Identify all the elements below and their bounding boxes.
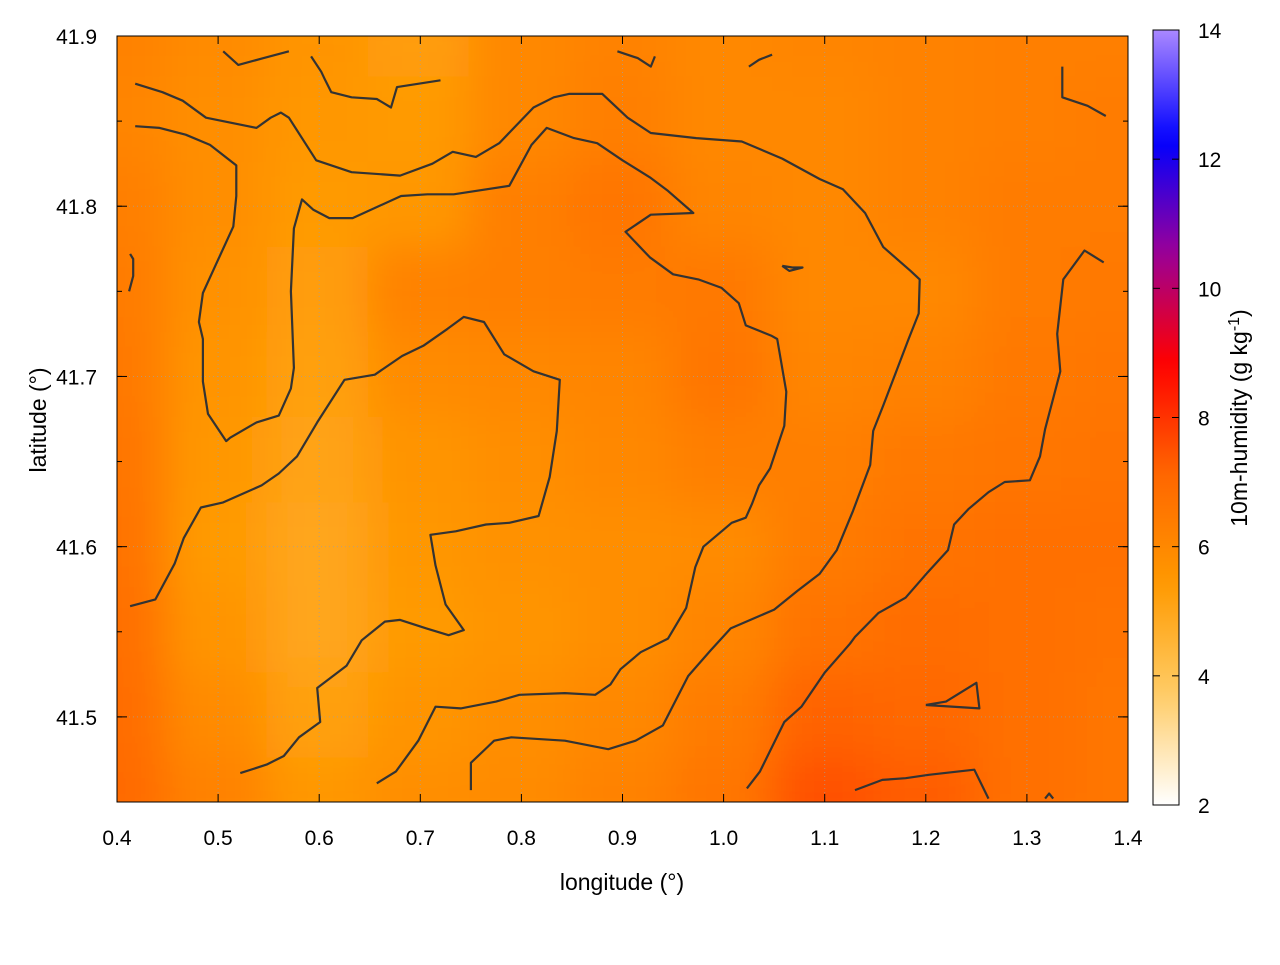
colorbar-tick-label: 10: [1198, 278, 1221, 301]
heatmap-cell: [671, 417, 777, 507]
heatmap-cell: [266, 161, 372, 251]
colorbar-label-main: 10m-humidity (g kg: [1226, 331, 1252, 527]
contour-line-1: [134, 82, 921, 791]
contour-line-5: [222, 50, 290, 67]
y-tick-label: 41.6: [56, 537, 97, 560]
x-tick-label: 1.3: [1012, 827, 1041, 850]
heatmap-cell: [117, 246, 170, 336]
contour-line-13: [854, 768, 990, 800]
contour-line-6: [310, 55, 441, 109]
colorbar-tick-label: 8: [1198, 408, 1210, 431]
heatmap-cell: [974, 502, 1080, 592]
heatmap-cell: [165, 587, 271, 677]
heatmap-cell: [266, 587, 372, 677]
x-tick-label: 0.7: [406, 827, 435, 850]
y-tick-label: 41.5: [56, 707, 97, 730]
x-tick-label: 1.1: [810, 827, 839, 850]
contour-line-4: [746, 249, 1105, 790]
contour-line-12: [925, 681, 981, 710]
colorbar: 2 4 6 8 10 12 14 10m-humidity (g kg-1): [1152, 20, 1253, 818]
y-tick-label: 41.8: [56, 196, 97, 219]
heatmap-cell: [1075, 76, 1128, 166]
heatmap-cell: [873, 587, 979, 677]
heatmap-cell: [367, 587, 473, 677]
colorbar-tick-label: 12: [1198, 149, 1221, 172]
heatmap-cell: [671, 502, 777, 592]
heatmap-field: [117, 36, 1128, 802]
heatmap-cell: [1075, 757, 1128, 802]
x-tick-label: 0.5: [203, 827, 232, 850]
x-axis-label: longitude (°): [560, 869, 684, 895]
heatmap-cell: [569, 76, 676, 166]
heatmap-cell: [974, 161, 1080, 251]
contour-line-14: [1044, 792, 1055, 800]
x-tick-label: 0.9: [608, 827, 637, 850]
heatmap-cell: [117, 757, 170, 802]
contour-line-3: [129, 315, 561, 775]
y-axis-label: latitude (°): [25, 367, 51, 472]
y-tick-label: 41.9: [56, 26, 97, 49]
heatmap-cell: [266, 76, 372, 166]
heatmap-cell: [569, 417, 676, 507]
heatmap-cell: [1075, 417, 1128, 507]
colorbar-label: 10m-humidity (g kg-1): [1226, 309, 1253, 526]
heatmap-cell: [468, 246, 574, 336]
heatmap-cell: [266, 417, 372, 507]
heatmap-cell: [772, 76, 878, 166]
heatmap-cell: [117, 417, 170, 507]
x-tick-label: 0.4: [102, 827, 132, 850]
contour-line-2: [135, 125, 788, 785]
heatmap-cell: [468, 587, 574, 677]
contour-line-8: [748, 53, 773, 68]
heatmap-cell: [873, 76, 979, 166]
heatmap-cell: [165, 417, 271, 507]
colorbar-tick-label: 4: [1198, 666, 1210, 689]
heatmap-cell: [873, 246, 979, 336]
contour-line-10: [128, 253, 135, 292]
heatmap-cell: [266, 502, 372, 592]
heatmap-cell: [117, 36, 170, 81]
heatmap-cell: [266, 246, 372, 336]
heatmap-cell: [671, 76, 777, 166]
heatmap-cell: [367, 246, 473, 336]
colorbar-tick-label: 6: [1198, 537, 1210, 560]
heatmap-cell: [367, 417, 473, 507]
x-tick-label: 1.2: [911, 827, 940, 850]
contour-line-7: [617, 50, 656, 68]
heatmap-cell: [569, 587, 676, 677]
y-tick-label: 41.7: [56, 366, 97, 389]
colorbar-label-superscript: -1: [1226, 317, 1243, 331]
contour-line-9: [1061, 66, 1107, 117]
contour-lines: [128, 50, 1107, 800]
colorbar-ticks: 2 4 6 8 10 12 14: [1153, 20, 1222, 818]
contour-line-11: [781, 264, 804, 272]
heatmap-cell: [873, 417, 979, 507]
heatmap-cell: [1075, 587, 1128, 677]
heatmap-cells: [117, 36, 1128, 802]
x-tick-label: 1.0: [709, 827, 738, 850]
heatmap-cell: [1075, 36, 1128, 81]
colorbar-tick-label: 14: [1198, 20, 1222, 43]
x-tick-label: 0.8: [507, 827, 536, 850]
heatmap-cell: [974, 587, 1080, 677]
heatmap-cell: [367, 76, 473, 166]
x-tick-label: 0.6: [305, 827, 334, 850]
colorbar-label-suffix: ): [1226, 309, 1252, 317]
heatmap-cell: [671, 246, 777, 336]
axis-ticks: 0.4 0.5 0.6 0.7 0.8 0.9 1.0 1.1 1.2 1.3 1.4 41.5 41.…: [56, 26, 1143, 850]
colorbar-tick-label: 2: [1198, 795, 1210, 818]
x-tick-label: 1.4: [1113, 827, 1143, 850]
heatmap-cell: [772, 246, 878, 336]
